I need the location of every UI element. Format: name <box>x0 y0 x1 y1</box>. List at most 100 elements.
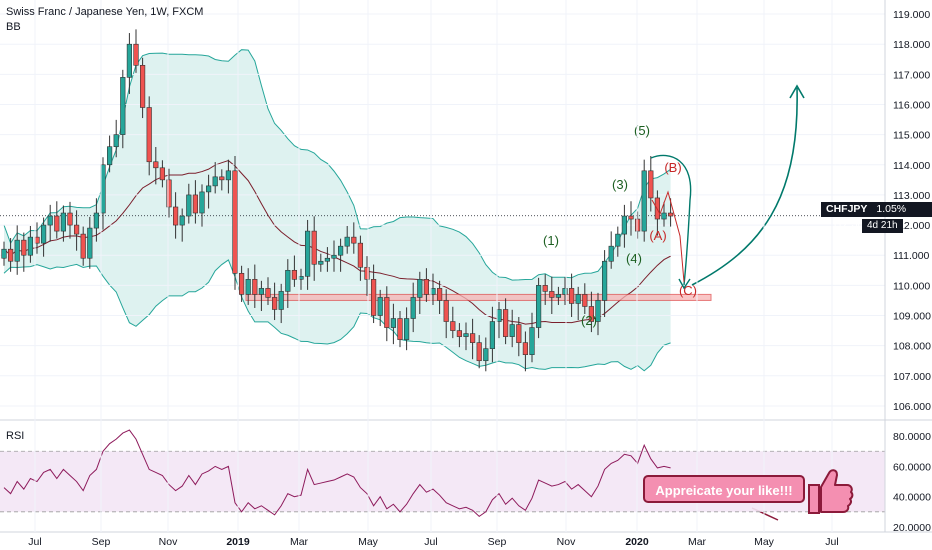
abc-path <box>651 190 685 283</box>
price-label: 112.309 <box>832 218 870 230</box>
candle-body <box>232 170 238 274</box>
candle-body <box>324 257 331 262</box>
y-tick-label: 107.000 <box>893 371 931 383</box>
projection-arrowhead-down <box>678 278 691 290</box>
x-tick-label: Jul <box>825 536 838 548</box>
indicator-label: BB <box>6 21 21 33</box>
y-tick-label: 108.000 <box>893 341 931 353</box>
y-tick-label: 111.000 <box>893 250 930 262</box>
symbol-label: CHFJPY <box>826 203 868 215</box>
candle-body <box>304 230 311 277</box>
candle-body <box>621 215 627 235</box>
candle-body <box>443 300 449 322</box>
candle-body <box>126 43 132 78</box>
candlestick-series[interactable] <box>1 29 674 372</box>
candle-body <box>357 242 364 268</box>
rsi-y-tick-label: 80.0000 <box>893 431 931 443</box>
candle-body <box>54 215 60 232</box>
wave-label: (A) <box>649 228 666 243</box>
y-tick-label: 119.000 <box>893 9 930 21</box>
candle-body <box>595 300 601 322</box>
candle-body <box>410 297 416 319</box>
candle-body <box>634 218 641 232</box>
candle-body <box>337 245 344 256</box>
y-tick-label: 106.000 <box>893 401 931 413</box>
bollinger-band-fill <box>4 49 671 371</box>
change-label: 1.05% <box>876 203 907 215</box>
candle-body <box>535 285 542 328</box>
y-tick-label: 117.000 <box>893 69 930 81</box>
x-tick-label: Mar <box>688 536 707 548</box>
support-zone <box>245 293 712 301</box>
candle-body <box>331 254 337 259</box>
candle-body <box>87 227 93 259</box>
projection-arrow-up <box>691 87 798 286</box>
candle-body <box>502 309 509 337</box>
y-tick-label: 113.000 <box>893 190 930 202</box>
wave-label: (1) <box>543 233 559 248</box>
candle-body <box>469 333 476 343</box>
candle-body <box>265 288 271 298</box>
wave-label: (4) <box>626 251 642 266</box>
candle-body <box>186 194 192 217</box>
candle-body <box>133 43 139 66</box>
candle-body <box>80 233 86 259</box>
candle-body <box>153 161 159 169</box>
wave-label: (2) <box>581 313 597 328</box>
x-tick-label: Jul <box>28 536 41 548</box>
elliott-wave-annotations: (1)(2)(3)(4)(5)(A)(B)(C) <box>543 84 805 521</box>
wave-label: (5) <box>634 123 650 138</box>
candle-body <box>562 288 568 295</box>
candle-body <box>588 306 594 322</box>
candle-body <box>516 324 522 343</box>
candle-body <box>575 294 581 304</box>
candle-body <box>67 212 73 226</box>
candle-body <box>436 288 443 301</box>
candle-body <box>173 206 179 226</box>
candle-body <box>113 134 119 147</box>
candle-body <box>344 236 350 247</box>
candle-body <box>318 260 324 265</box>
candle-body <box>146 107 152 163</box>
candle-body <box>509 324 515 337</box>
y-tick-label: 109.000 <box>893 311 931 323</box>
candle-body <box>417 279 423 298</box>
candle-body <box>397 318 403 340</box>
candle-body <box>601 260 608 301</box>
candle-body <box>384 297 390 328</box>
candle-body <box>27 236 34 256</box>
candle-body <box>364 266 370 280</box>
candle-body <box>403 318 410 340</box>
chart-title: Swiss Franc / Japanese Yen, 1W, FXCM <box>6 6 204 18</box>
bollinger-upper-line <box>3 49 671 281</box>
bollinger-bands <box>3 49 671 372</box>
candle-body <box>476 342 482 362</box>
x-tick-label: 2019 <box>226 536 250 548</box>
candle-body <box>212 176 218 187</box>
candle-body <box>463 333 469 337</box>
candle-body <box>199 191 205 214</box>
candle-body <box>377 297 383 316</box>
candle-body <box>555 294 561 298</box>
candle-body <box>456 330 463 337</box>
candle-body <box>74 224 80 235</box>
candle-body <box>351 236 357 244</box>
candle-body <box>278 291 284 310</box>
x-tick-label: Sep <box>92 536 111 548</box>
candle-body <box>370 279 377 316</box>
candle-body <box>271 297 278 310</box>
candle-body <box>192 194 199 214</box>
projection-arrowhead-up <box>789 84 805 99</box>
candle-body <box>140 65 146 108</box>
y-tick-label: 110.000 <box>893 280 930 292</box>
candle-body <box>615 233 621 247</box>
x-tick-label: May <box>754 536 775 548</box>
y-tick-label: 115.000 <box>893 130 930 142</box>
rsi-y-tick-label: 40.0000 <box>893 492 931 504</box>
x-tick-label: Nov <box>557 536 576 548</box>
candle-body <box>667 212 674 217</box>
x-tick-label: Mar <box>290 536 309 548</box>
candle-body <box>1 248 7 259</box>
grid-lines <box>0 13 885 407</box>
